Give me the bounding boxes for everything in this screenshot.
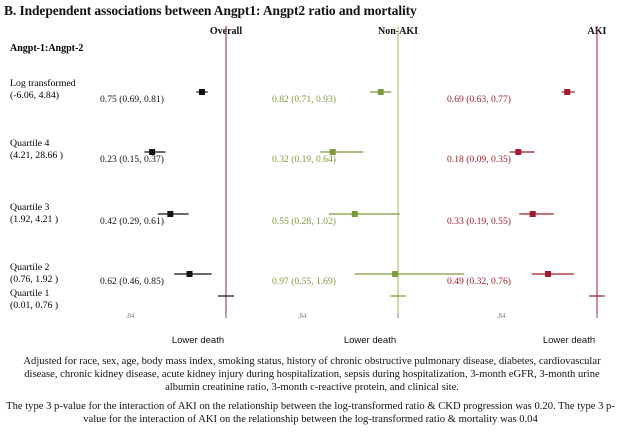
- point-estimate: [515, 149, 522, 155]
- estimate-label: 0.82 (0.71, 0.93): [272, 94, 336, 105]
- axis-tick-label: 1: [224, 312, 228, 320]
- point-estimate: [167, 211, 174, 217]
- row-label: Quartile 1 (0.01, 0.76 ): [10, 288, 58, 311]
- point-estimate: [564, 89, 571, 95]
- estimate-label: 0.32 (0.19, 0.64): [272, 154, 336, 165]
- row-label: Quartile 3 (1.92, 4.21 ): [10, 202, 58, 225]
- estimate-label: 0.69 (0.63, 0.77): [447, 94, 511, 105]
- axis-label: Lower death: [344, 335, 396, 346]
- point-estimate: [529, 211, 536, 217]
- axis-tick-label: .84: [298, 312, 307, 320]
- point-estimate: [329, 149, 336, 155]
- point-estimate: [149, 149, 156, 155]
- estimate-label: 0.97 (0.55, 1.69): [272, 276, 336, 287]
- axis-tick-label: .84: [497, 312, 506, 320]
- interaction-pvalue-note: The type 3 p-value for the interaction o…: [6, 401, 615, 425]
- adjustment-footnote: Adjusted for race, sex, age, body mass i…: [23, 356, 601, 393]
- axis-label: Lower death: [172, 335, 224, 346]
- point-estimate: [377, 89, 384, 95]
- estimate-label: 0.18 (0.09, 0.35): [447, 154, 511, 165]
- axis-label: Lower death: [543, 335, 595, 346]
- point-estimate: [351, 211, 358, 217]
- forest-plot: Angpt-1:Angpt-2 Log transformed (-6.06, 4.…: [10, 26, 607, 346]
- estimate-label: 0.55 (0.28, 1.02): [272, 216, 336, 227]
- row-label: Quartile 2 (0.76, 1.92 ): [10, 262, 58, 285]
- estimate-label: 0.49 (0.32, 0.76): [447, 276, 511, 287]
- point-estimate: [186, 271, 193, 277]
- axis-tick-label: 1: [396, 312, 400, 320]
- chart-title: B. Independent associations between Angp…: [4, 3, 417, 18]
- row-label: Quartile 4 (4.21, 28.66 ): [10, 138, 63, 161]
- point-estimate: [392, 271, 399, 277]
- point-estimate: [199, 89, 205, 95]
- axis-tick-label: 1: [595, 312, 599, 320]
- row-label: Log transformed (-6.06, 4.84): [10, 78, 76, 101]
- estimate-label: 0.62 (0.46, 0.85): [100, 276, 164, 287]
- axis-tick-label: .84: [126, 312, 135, 320]
- row-header: Angpt-1:Angpt-2: [10, 43, 83, 54]
- point-estimate: [545, 271, 552, 277]
- estimate-label: 0.23 (0.15, 0.37): [100, 154, 164, 165]
- estimate-label: 0.75 (0.69, 0.81): [100, 94, 164, 105]
- estimate-label: 0.42 (0.29, 0.61): [100, 216, 164, 227]
- estimate-label: 0.33 (0.19, 0.55): [447, 216, 511, 227]
